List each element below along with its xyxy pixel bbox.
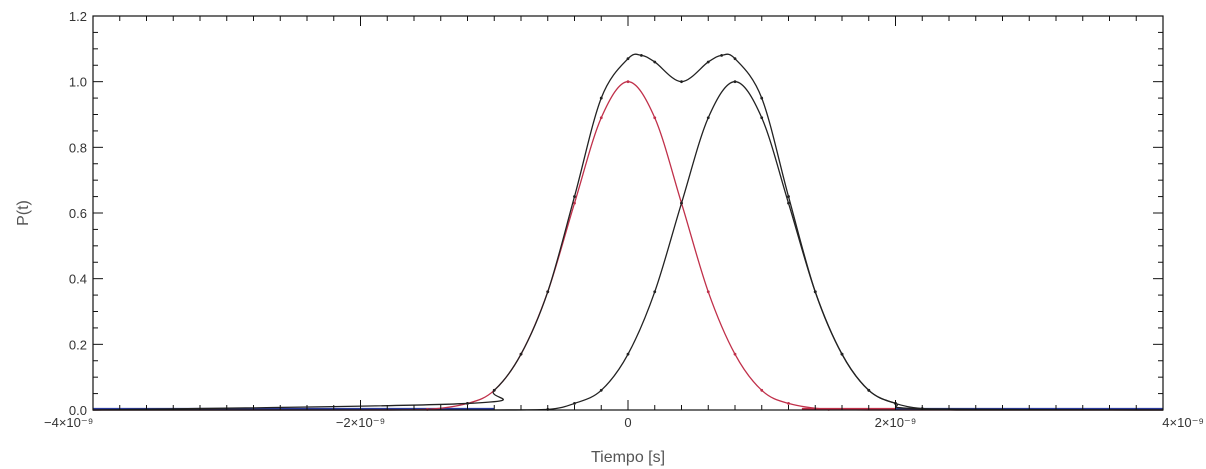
series-0-point <box>787 402 790 405</box>
y-axis-title: P(t) <box>15 200 32 226</box>
series-2-point <box>599 96 603 100</box>
series-2-point <box>680 80 683 84</box>
y-tick-label: 0.8 <box>69 140 87 155</box>
series-2-point <box>653 60 657 64</box>
series-0-point <box>733 352 737 356</box>
series-0-point <box>626 80 630 84</box>
series-2-point <box>519 352 523 356</box>
x-tick-label: 0 <box>624 415 631 430</box>
x-tick-label: 4×10⁻⁹ <box>1162 415 1204 430</box>
series-1-point <box>599 388 603 392</box>
series-2-point <box>867 388 871 392</box>
y-tick-label: 0.4 <box>69 272 87 287</box>
y-tick-label: 1.2 <box>69 9 87 24</box>
y-tick-label: 0.0 <box>69 403 87 418</box>
series-1-point <box>573 402 576 405</box>
series-2-point <box>492 388 496 392</box>
series-1-point <box>706 116 710 120</box>
series-2-point <box>760 96 764 100</box>
series-1-point <box>626 352 630 356</box>
series-0-point <box>760 388 764 392</box>
series-0-point <box>653 116 657 120</box>
series-2-point <box>720 54 724 57</box>
x-tick-label: 2×10⁻⁹ <box>875 415 917 430</box>
tick-layer: −4×10⁻⁹ −2×10⁻⁹ 0 2×10⁻⁹ 4×10⁻⁹ 0.0 0.2 0.4 0.6 0… <box>44 9 1204 430</box>
x-tick-label: −4×10⁻⁹ <box>44 415 93 430</box>
series-1-point <box>653 290 657 294</box>
x-tick-label: −2×10⁻⁹ <box>336 415 385 430</box>
series-2-point <box>706 60 710 64</box>
series-2-point <box>573 195 576 198</box>
x-axis-title: Tiempo [s] <box>591 449 665 466</box>
series-line-2 <box>92 53 1164 411</box>
series-2-point <box>639 54 643 57</box>
y-tick-label: 0.6 <box>69 206 87 221</box>
series-1-point <box>760 116 764 120</box>
series-0-point <box>573 201 576 205</box>
series-0-point <box>706 290 710 294</box>
series-2-point <box>466 402 469 405</box>
y-tick-label: 1.0 <box>69 75 87 90</box>
series-2-point <box>787 195 790 198</box>
series-2-point <box>813 290 817 294</box>
series-0-point <box>599 116 603 120</box>
series-2-point <box>626 57 630 61</box>
series-1-point <box>787 201 790 205</box>
series-1-point <box>680 201 683 205</box>
series-1-point <box>733 80 737 84</box>
series-2-point <box>546 290 550 294</box>
series-2-point <box>733 57 737 61</box>
y-tick-label: 0.2 <box>69 337 87 352</box>
series-2-point <box>840 352 844 356</box>
